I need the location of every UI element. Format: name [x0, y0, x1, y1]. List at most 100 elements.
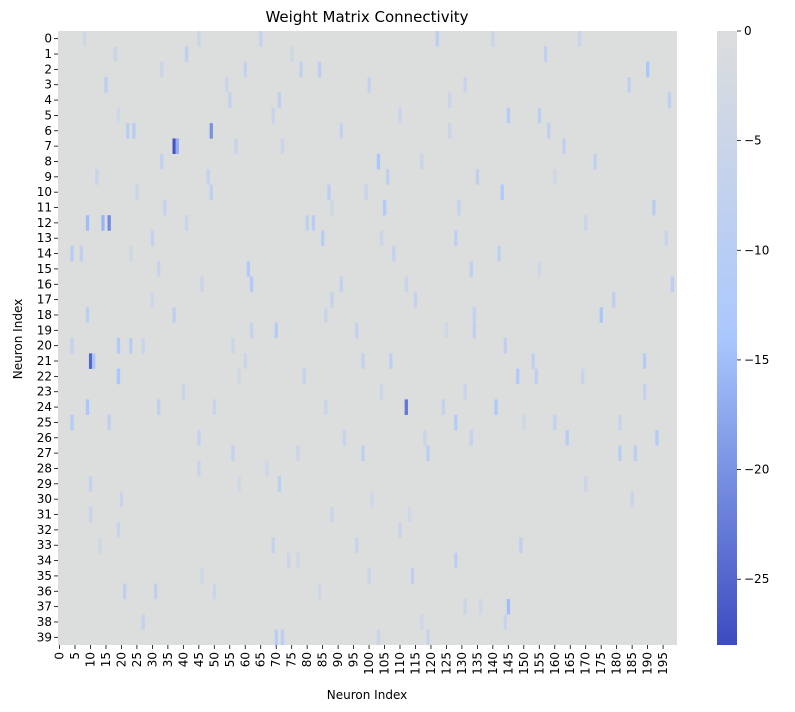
x-tick-label: 120	[424, 652, 438, 675]
heatmap-cell	[237, 476, 241, 492]
y-tick-label: 6	[44, 124, 52, 138]
heatmap-cell	[70, 414, 74, 431]
x-tick-label: 10	[84, 652, 98, 667]
y-tick-label: 28	[37, 461, 52, 475]
y-tick-label: 11	[37, 201, 52, 215]
y-axis-label: Neuron Index	[11, 299, 25, 379]
heatmap-cell	[367, 568, 371, 584]
heatmap-cell	[367, 77, 371, 93]
x-tick-label: 155	[532, 652, 546, 675]
colorbar-tick-label: −15	[744, 353, 769, 367]
x-tick-label: 145	[501, 652, 515, 675]
heatmap-background	[58, 31, 677, 645]
y-tick-label: 7	[44, 139, 52, 153]
y-tick-label: 12	[37, 216, 52, 230]
x-tick-label: 90	[331, 652, 345, 667]
heatmap-cell	[274, 629, 278, 646]
x-tick-label: 150	[517, 652, 531, 675]
heatmap-cell	[107, 414, 111, 431]
heatmap-cell	[420, 153, 424, 170]
heatmap-cell	[302, 368, 306, 385]
x-tick-label: 170	[579, 652, 593, 675]
heatmap-cell	[197, 31, 201, 47]
heatmap-cell	[101, 215, 105, 231]
heatmap-cell	[503, 338, 507, 354]
y-tick-label: 31	[37, 508, 52, 522]
heatmap-cell	[642, 353, 647, 369]
heatmap-cell	[581, 368, 585, 385]
heatmap-cell	[386, 169, 390, 185]
y-tick-label: 32	[37, 523, 52, 537]
heatmap-cell	[469, 261, 473, 277]
x-tick-label: 5	[68, 652, 82, 660]
heatmap-cell	[277, 92, 282, 108]
heatmap-cell	[398, 522, 402, 538]
heatmap-cell	[472, 307, 477, 323]
heatmap-cell	[228, 92, 232, 108]
y-tick-label: 3	[44, 78, 52, 92]
y-tick-label: 10	[37, 185, 52, 199]
heatmap-cell	[324, 399, 328, 415]
heatmap-cell	[157, 261, 161, 277]
heatmap-cell	[85, 307, 90, 323]
heatmap-cell	[231, 445, 235, 461]
heatmap-cell	[200, 276, 204, 293]
heatmap-cell	[664, 230, 668, 247]
x-tick-label: 50	[207, 652, 221, 667]
heatmap-cell	[506, 598, 511, 615]
x-tick-label: 30	[145, 652, 159, 667]
x-tick-label: 60	[238, 652, 252, 667]
heatmap-cell	[410, 568, 415, 584]
heatmap-cell	[157, 399, 161, 415]
heatmap-cell	[565, 430, 569, 446]
heatmap-cell	[426, 629, 430, 646]
x-tick-label: 175	[594, 652, 608, 675]
heatmap-cell	[361, 353, 365, 369]
heatmap-cell	[317, 583, 322, 600]
heatmap-cell	[104, 77, 108, 93]
heatmap-cell	[290, 46, 294, 62]
heatmap-cell	[469, 430, 473, 446]
heatmap-cell	[311, 215, 316, 231]
heatmap-cell	[249, 276, 254, 293]
heatmap-cell	[534, 368, 538, 385]
x-tick-label: 105	[378, 652, 392, 675]
x-tick-label: 75	[285, 652, 299, 667]
heatmap-cell	[503, 614, 507, 630]
heatmap-cell	[463, 77, 467, 93]
x-tick-label: 195	[656, 652, 670, 675]
heatmap-cell	[454, 414, 458, 431]
y-tick-label: 1	[44, 47, 52, 61]
y-tick-label: 37	[37, 600, 52, 614]
x-tick-label: 25	[130, 652, 144, 667]
heatmap-cell	[200, 568, 204, 584]
heatmap-cell	[209, 184, 213, 201]
heatmap-cell	[553, 414, 557, 431]
heatmap-cell	[633, 445, 637, 461]
heatmap-cell	[107, 215, 111, 231]
x-tick-label: 115	[408, 652, 422, 675]
heatmap-plot-area	[58, 31, 677, 646]
x-tick-label: 0	[53, 652, 67, 660]
heatmap-cell	[376, 629, 381, 646]
heatmap-cell	[321, 230, 325, 247]
heatmap-cell	[70, 338, 74, 354]
heatmap-cell	[85, 399, 90, 415]
y-tick-label: 34	[37, 554, 52, 568]
heatmap-cell	[317, 61, 322, 78]
heatmap-cell	[584, 476, 588, 492]
heatmap-cell	[160, 61, 164, 78]
heatmap-cell	[379, 384, 384, 400]
y-tick-label: 17	[37, 293, 52, 307]
heatmap-cell	[454, 230, 458, 247]
heatmap-cell	[593, 153, 597, 170]
heatmap-cell	[447, 92, 452, 108]
heatmap-cell	[271, 537, 275, 554]
heatmap-cell	[327, 184, 331, 201]
x-axis-label: Neuron Index	[327, 688, 407, 702]
y-tick-label: 4	[44, 93, 52, 107]
y-tick-label: 13	[37, 231, 52, 245]
y-tick-label: 23	[37, 385, 52, 399]
heatmap-cell	[494, 399, 498, 415]
heatmap-cell	[296, 552, 300, 569]
